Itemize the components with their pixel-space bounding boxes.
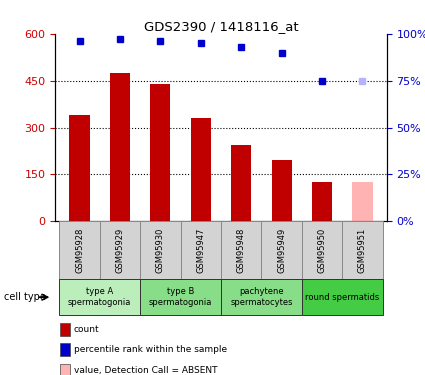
Bar (261, 221, 302, 279)
Bar (69, 115, 90, 221)
Bar (221, 279, 302, 315)
Text: count: count (74, 325, 99, 334)
Text: GSM95928: GSM95928 (75, 228, 84, 273)
Bar (342, 221, 382, 279)
Bar (60, 279, 140, 315)
Bar (231, 145, 251, 221)
Bar (100, 221, 140, 279)
Text: cell type: cell type (4, 292, 46, 302)
Text: GSM95950: GSM95950 (317, 228, 326, 273)
Bar (191, 118, 211, 221)
Text: GSM95947: GSM95947 (196, 228, 205, 273)
Text: value, Detection Call = ABSENT: value, Detection Call = ABSENT (74, 366, 217, 375)
Text: GSM95951: GSM95951 (358, 228, 367, 273)
Text: type A
spermatogonia: type A spermatogonia (68, 288, 131, 307)
Bar (110, 73, 130, 221)
Bar (140, 221, 181, 279)
Text: GSM95930: GSM95930 (156, 228, 165, 273)
Title: GDS2390 / 1418116_at: GDS2390 / 1418116_at (144, 20, 298, 33)
Text: GSM95929: GSM95929 (116, 228, 125, 273)
Bar (150, 84, 170, 221)
Text: GSM95948: GSM95948 (237, 228, 246, 273)
Text: percentile rank within the sample: percentile rank within the sample (74, 345, 227, 354)
Bar (272, 160, 292, 221)
Bar (352, 182, 373, 221)
Bar (302, 221, 342, 279)
Text: type B
spermatogonia: type B spermatogonia (149, 288, 212, 307)
Bar (312, 182, 332, 221)
Text: round spermatids: round spermatids (305, 292, 380, 302)
Text: pachytene
spermatocytes: pachytene spermatocytes (230, 288, 293, 307)
Bar (302, 279, 382, 315)
Bar (181, 221, 221, 279)
Text: GSM95949: GSM95949 (277, 228, 286, 273)
Bar (140, 279, 221, 315)
Bar (221, 221, 261, 279)
Bar (60, 221, 100, 279)
